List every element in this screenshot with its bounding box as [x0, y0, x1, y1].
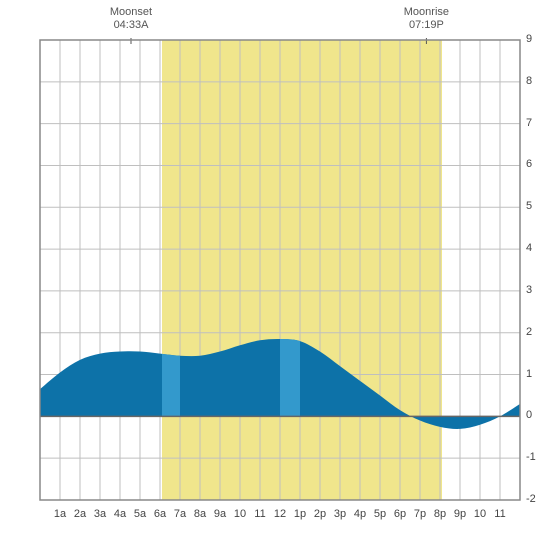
- y-tick-label: 8: [526, 75, 532, 87]
- x-tick-label: 3a: [94, 508, 106, 520]
- x-tick-label: 3p: [334, 508, 346, 520]
- x-tick-label: 6p: [394, 508, 406, 520]
- x-tick-label: 10: [474, 508, 486, 520]
- y-tick-label: 6: [526, 158, 532, 170]
- tide-chart: [0, 0, 550, 550]
- x-tick-label: 7p: [414, 508, 426, 520]
- x-tick-label: 5p: [374, 508, 386, 520]
- x-tick-label: 9a: [214, 508, 226, 520]
- y-tick-label: 1: [526, 368, 532, 380]
- y-tick-label: 0: [526, 409, 532, 421]
- x-tick-label: 6a: [154, 508, 166, 520]
- x-tick-label: 2a: [74, 508, 86, 520]
- x-tick-label: 8a: [194, 508, 206, 520]
- x-tick-label: 11: [494, 508, 505, 520]
- x-tick-label: 4a: [114, 508, 126, 520]
- y-tick-label: 7: [526, 117, 532, 129]
- y-tick-label: -1: [526, 451, 536, 463]
- x-tick-label: 2p: [314, 508, 326, 520]
- moonset-label: Moonset04:33A: [101, 6, 161, 32]
- x-tick-label: 1a: [54, 508, 66, 520]
- moonrise-label: Moonrise07:19P: [396, 6, 456, 32]
- y-tick-label: 2: [526, 326, 532, 338]
- x-tick-label: 12: [274, 508, 286, 520]
- x-tick-label: 8p: [434, 508, 446, 520]
- x-tick-label: 7a: [174, 508, 186, 520]
- y-tick-label: -2: [526, 493, 536, 505]
- tide-chart-container: Moonset04:33AMoonrise07:19P-2-1012345678…: [0, 0, 550, 550]
- x-tick-label: 11: [254, 508, 265, 520]
- y-tick-label: 3: [526, 284, 532, 296]
- y-tick-label: 4: [526, 242, 532, 254]
- y-tick-label: 9: [526, 33, 532, 45]
- y-tick-label: 5: [526, 200, 532, 212]
- x-tick-label: 4p: [354, 508, 366, 520]
- x-tick-label: 5a: [134, 508, 146, 520]
- x-tick-label: 1p: [294, 508, 306, 520]
- x-tick-label: 9p: [454, 508, 466, 520]
- x-tick-label: 10: [234, 508, 246, 520]
